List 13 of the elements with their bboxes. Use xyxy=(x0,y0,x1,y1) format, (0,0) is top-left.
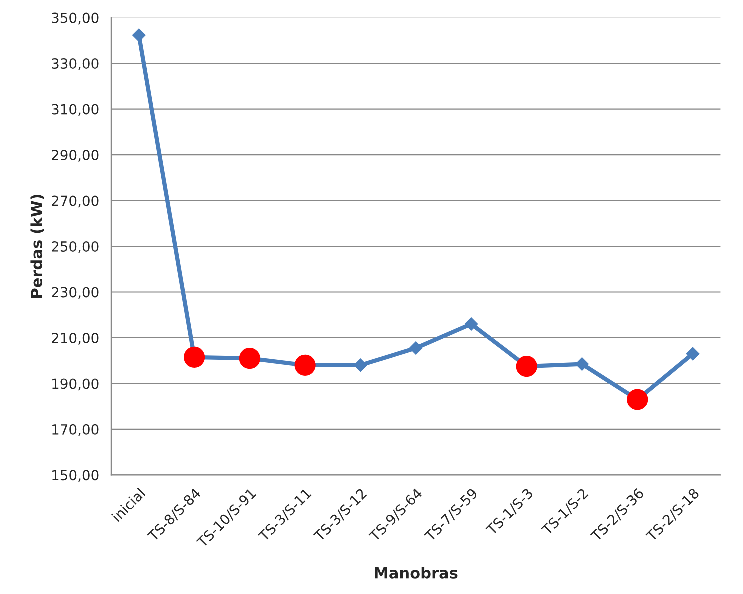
y-tick-label: 210,00 xyxy=(52,332,99,345)
x-axis-title: Manobras xyxy=(375,567,458,579)
y-tick-label: 230,00 xyxy=(52,287,99,300)
y-tick-label: 270,00 xyxy=(52,196,99,208)
y-axis-title: Perdas (kW) xyxy=(30,194,44,298)
y-tick-label: 330,00 xyxy=(52,58,99,70)
y-tick-label: 290,00 xyxy=(52,150,99,162)
y-tick-label: 250,00 xyxy=(52,241,99,254)
y-tick-label: 310,00 xyxy=(52,104,99,116)
y-tick-label: 350,00 xyxy=(52,12,99,25)
y-tick-label: 150,00 xyxy=(52,470,99,482)
y-tick-label: 170,00 xyxy=(52,424,99,436)
y-tick-label: 190,00 xyxy=(52,378,99,391)
